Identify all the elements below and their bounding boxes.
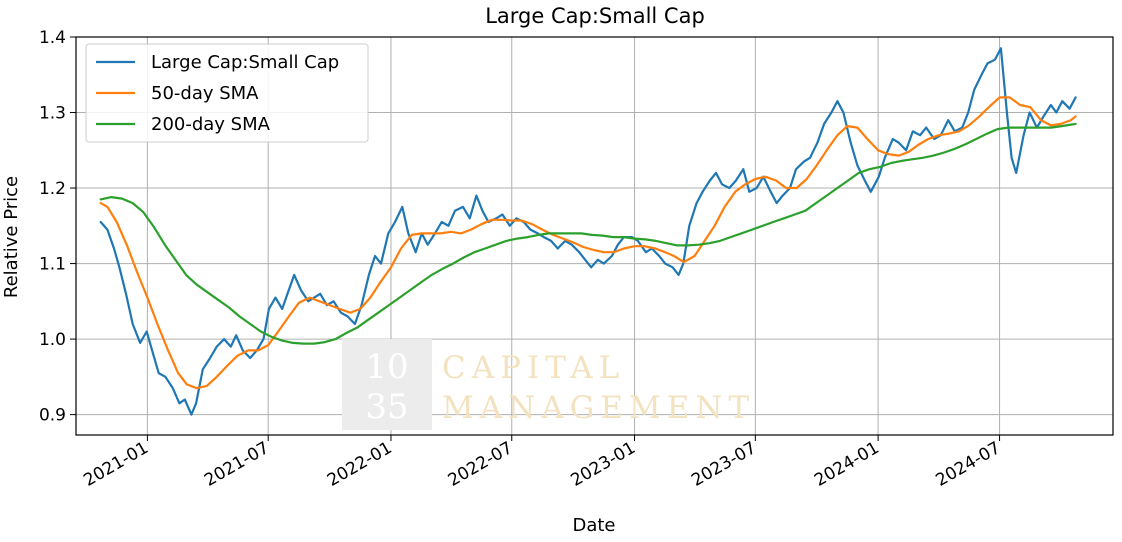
y-axis: 0.9 1.0 1.1 1.2 1.3 1.4 [39, 28, 76, 426]
y-tick-label: 1.3 [39, 104, 66, 124]
watermark-word-top: CAPITAL [442, 350, 625, 386]
legend-label-1: Large Cap:Small Cap [151, 52, 339, 73]
x-tick-label: 2022-07 [445, 438, 517, 491]
x-tick-label: 2024-01 [811, 438, 883, 491]
legend-box [85, 43, 369, 143]
y-tick-label: 1.2 [39, 179, 66, 199]
legend-label-2: 50-day SMA [151, 83, 259, 104]
plot-frame [75, 36, 1114, 436]
y-tick-label: 0.9 [39, 406, 66, 426]
x-axis: 2021-01 2021-07 2022-01 2022-07 2023-01 2023-… [80, 435, 1004, 491]
watermark-number-bottom: 35 [365, 387, 408, 427]
y-tick-label: 1.0 [39, 330, 66, 350]
x-tick-label: 2023-01 [568, 438, 640, 491]
watermark: 10 35 CAPITAL MANAGEMENT [342, 339, 755, 430]
y-tick-label: 1.1 [39, 255, 66, 275]
y-tick-label: 1.4 [39, 28, 66, 48]
series-line-1 [99, 47, 1077, 416]
x-axis-title: Date [572, 515, 615, 536]
x-tick-label: 2024-07 [933, 438, 1005, 491]
x-tick-label: 2021-07 [201, 438, 273, 491]
x-tick-label: 2022-01 [324, 438, 396, 491]
series-layer [99, 47, 1077, 416]
watermark-word-bottom: MANAGEMENT [442, 390, 755, 426]
x-tick-label: 2023-07 [688, 438, 760, 491]
watermark-number-top: 10 [365, 347, 408, 387]
watermark-logo-box [342, 339, 432, 430]
series-line-2 [99, 96, 1077, 390]
x-tick-label: 2021-01 [80, 438, 152, 491]
chart-title: Large Cap:Small Cap [485, 4, 705, 28]
legend: Large Cap:Small Cap 50-day SMA 200-day SMA [85, 43, 369, 143]
series-line-3 [99, 122, 1077, 345]
legend-label-3: 200-day SMA [151, 114, 271, 135]
y-axis-title: Relative Price [1, 176, 22, 298]
